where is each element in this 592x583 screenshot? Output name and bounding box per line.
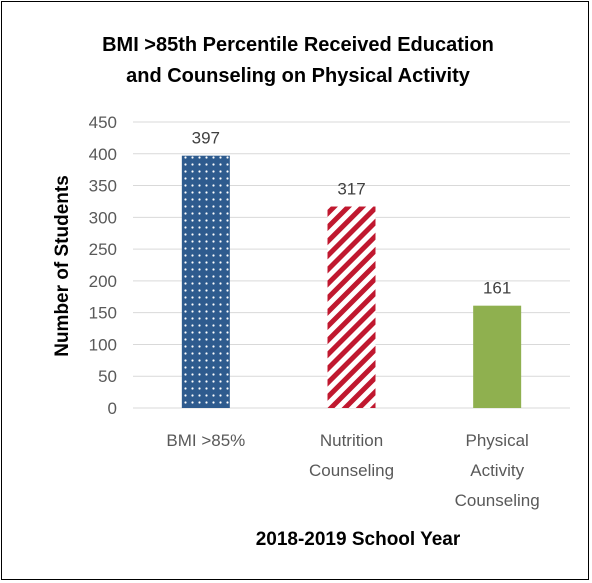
y-tick-label: 300 [89,208,117,227]
x-category-label: Activity [470,461,524,480]
chart-title-line: and Counseling on Physical Activity [126,65,471,87]
data-label: 317 [337,180,365,199]
y-tick-label: 100 [89,335,117,354]
y-tick-label: 250 [89,240,117,259]
x-category-label: Counseling [455,491,540,510]
chart-title: BMI >85th Percentile Received Education a… [102,34,494,87]
x-category-label: Counseling [309,461,394,480]
y-tick-label: 400 [89,145,117,164]
bar [327,206,376,408]
y-axis-ticks: 0 50 100 150 200 250 300 350 400 450 [89,113,117,418]
y-tick-label: 350 [89,177,117,196]
x-category-label: Physical [466,431,529,450]
y-tick-label: 50 [98,367,117,386]
y-tick-label: 450 [89,113,117,132]
y-tick-label: 150 [89,304,117,323]
chart-title-line: BMI >85th Percentile Received Education [102,34,494,56]
y-tick-label: 0 [108,399,117,418]
bars [181,155,522,408]
data-labels: 397 317 161 [192,129,512,298]
bar [181,155,230,408]
x-axis-title: 2018-2019 School Year [256,529,461,550]
x-axis-categories: BMI >85% Nutrition Counseling Physical Activ… [166,431,539,510]
y-tick-label: 200 [89,272,117,291]
data-label: 161 [483,279,511,298]
y-axis-title: Number of Students [52,175,73,357]
data-label: 397 [192,129,220,148]
bar [473,305,522,408]
x-category-label: BMI >85% [166,431,245,450]
x-category-label: Nutrition [320,431,383,450]
